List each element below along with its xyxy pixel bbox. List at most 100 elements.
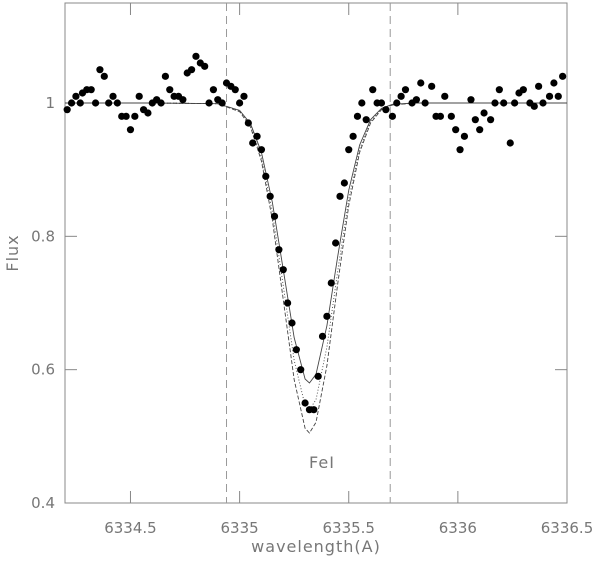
data-point xyxy=(519,86,527,94)
data-point xyxy=(126,126,135,134)
data-point xyxy=(336,192,344,200)
data-point xyxy=(91,99,100,107)
data-point xyxy=(421,99,429,107)
data-point xyxy=(253,132,261,140)
data-point xyxy=(249,139,257,147)
data-point xyxy=(318,332,327,340)
data-point xyxy=(113,99,121,107)
data-point xyxy=(100,72,108,80)
data-point xyxy=(257,146,266,154)
x-tick-label: 6335 xyxy=(221,519,259,537)
data-point xyxy=(262,172,270,180)
data-point xyxy=(96,66,104,74)
data-point xyxy=(377,99,386,107)
model-curve xyxy=(65,102,567,434)
data-point xyxy=(428,82,436,90)
data-point xyxy=(144,109,152,117)
data-point xyxy=(480,109,488,117)
y-tick-label: 0.6 xyxy=(31,361,55,379)
data-point xyxy=(539,99,547,107)
data-point xyxy=(511,99,519,107)
data-point xyxy=(332,239,340,247)
data-point xyxy=(76,99,84,107)
data-point xyxy=(487,116,495,124)
data-point xyxy=(491,99,499,107)
data-point xyxy=(314,372,322,380)
data-point xyxy=(270,212,279,220)
data-point xyxy=(388,112,396,120)
data-point xyxy=(345,146,353,154)
data-point xyxy=(467,96,475,104)
data-point xyxy=(63,106,71,114)
data-point xyxy=(412,96,420,104)
data-point xyxy=(301,399,309,407)
data-point xyxy=(358,99,366,107)
data-point xyxy=(397,92,405,100)
data-point xyxy=(288,319,296,327)
data-point xyxy=(353,112,362,120)
data-point xyxy=(323,312,331,320)
data-point xyxy=(447,112,455,120)
data-point xyxy=(456,146,464,154)
data-point xyxy=(292,346,300,354)
y-tick-label: 0.4 xyxy=(31,494,55,512)
data-point xyxy=(236,99,244,107)
data-point xyxy=(279,266,287,274)
data-point xyxy=(369,86,377,94)
data-point xyxy=(187,66,196,74)
data-point xyxy=(209,86,218,94)
data-point xyxy=(550,79,558,87)
data-point xyxy=(441,92,449,100)
data-point xyxy=(471,116,479,124)
data-point xyxy=(349,132,357,140)
data-point xyxy=(192,52,200,60)
data-point xyxy=(122,112,130,120)
data-point xyxy=(452,126,460,134)
data-point xyxy=(554,92,562,100)
annotation: FeI xyxy=(309,453,335,472)
y-axis-label: Flux xyxy=(3,234,22,271)
data-point xyxy=(275,246,283,254)
data-point xyxy=(506,139,514,147)
x-tick-label: 6335.5 xyxy=(322,519,375,537)
data-point xyxy=(284,299,292,307)
data-point xyxy=(205,99,213,107)
data-point xyxy=(218,99,226,107)
plot-frame xyxy=(64,2,568,504)
data-point xyxy=(530,102,538,110)
data-point xyxy=(401,86,410,94)
model-curve xyxy=(65,102,567,411)
data-point xyxy=(559,72,567,80)
data-point xyxy=(535,82,543,90)
data-point xyxy=(231,86,239,94)
data-point xyxy=(340,179,348,187)
data-point xyxy=(72,92,80,100)
data-point xyxy=(109,92,117,100)
data-point xyxy=(500,99,508,107)
data-point xyxy=(393,99,401,107)
data-point xyxy=(240,92,248,100)
y-tick-label: 0.8 xyxy=(31,227,55,245)
x-axis-label: wavelength(A) xyxy=(251,537,381,556)
data-point xyxy=(310,406,318,414)
data-point xyxy=(244,119,252,127)
data-point xyxy=(476,126,484,134)
data-point xyxy=(135,92,143,100)
data-point xyxy=(436,112,445,120)
data-point xyxy=(87,86,95,94)
data-point xyxy=(417,79,425,87)
data-point xyxy=(362,116,370,124)
data-point xyxy=(297,366,305,374)
x-tick-label: 6336.5 xyxy=(541,519,594,537)
data-point xyxy=(179,96,187,104)
data-point xyxy=(266,192,274,200)
x-tick-label: 6336 xyxy=(439,519,477,537)
x-tick-label: 6334.5 xyxy=(104,519,157,537)
model-curve xyxy=(65,102,567,384)
data-point xyxy=(131,112,139,120)
data-point xyxy=(157,99,165,107)
data-point xyxy=(327,279,335,287)
data-point xyxy=(67,99,76,107)
data-point xyxy=(382,106,390,114)
